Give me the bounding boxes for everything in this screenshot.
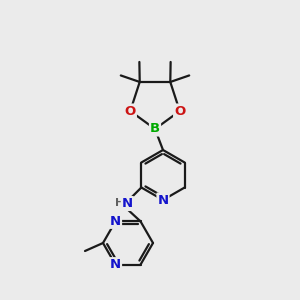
Text: O: O [124, 104, 136, 118]
Text: N: N [110, 215, 121, 228]
Text: B: B [150, 122, 160, 136]
Text: N: N [110, 258, 121, 271]
Text: N: N [122, 197, 133, 210]
Text: O: O [174, 104, 185, 118]
Text: H: H [115, 199, 124, 208]
Text: N: N [158, 194, 169, 206]
